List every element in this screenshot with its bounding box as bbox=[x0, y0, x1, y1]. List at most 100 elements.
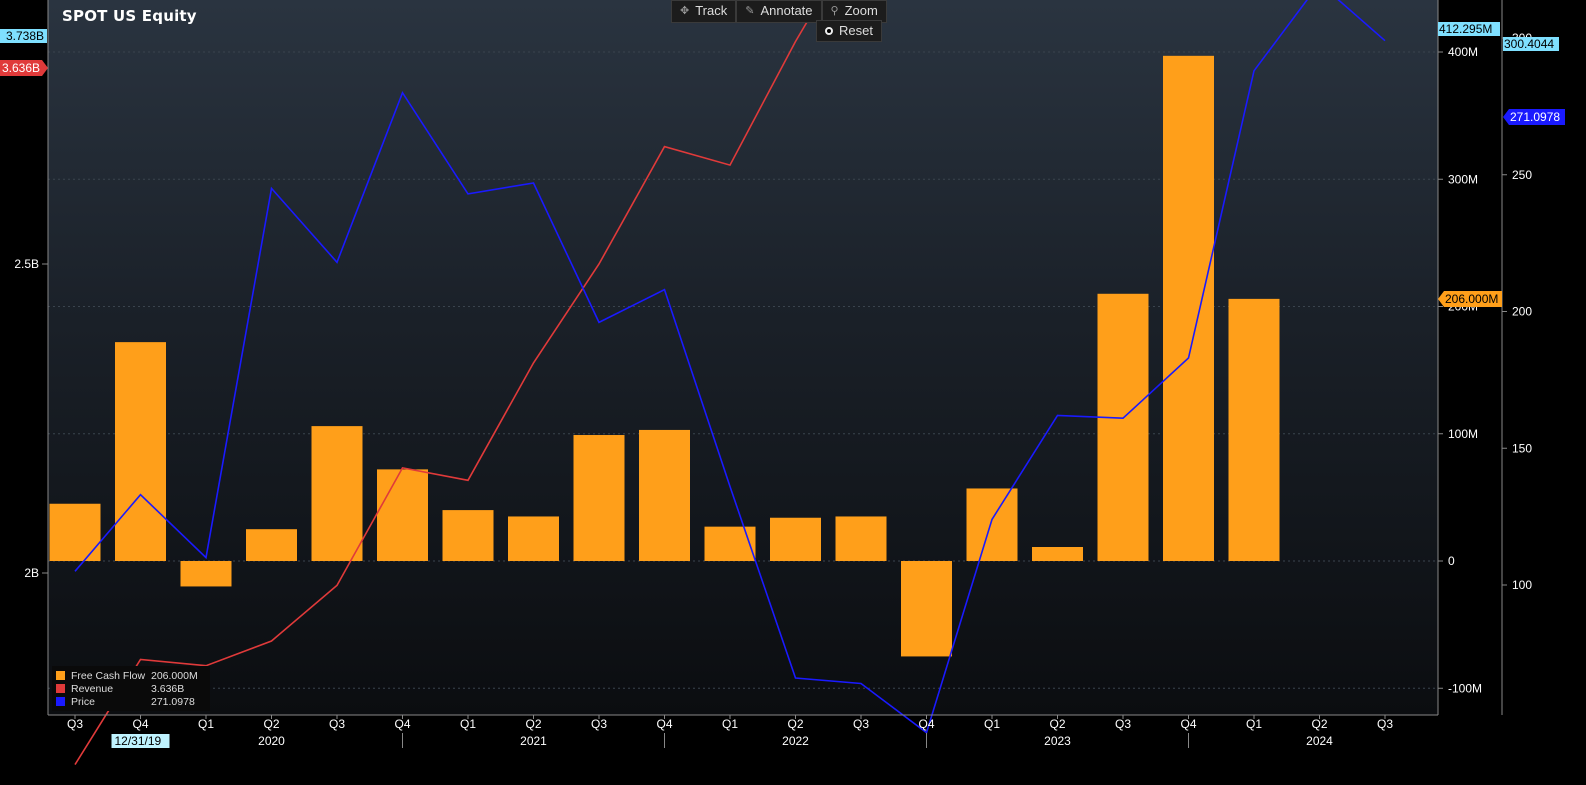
x-tick-label: Q1 bbox=[722, 717, 738, 731]
fcf-bar bbox=[115, 342, 166, 561]
radio-icon bbox=[825, 26, 833, 35]
x-tick-label: Q3 bbox=[67, 717, 83, 731]
x-tick-label: Q4 bbox=[132, 717, 148, 731]
price-line bbox=[74, 0, 1386, 735]
fcf-bar bbox=[311, 426, 363, 561]
x-tick-label: Q4 bbox=[918, 717, 934, 731]
legend-value: 3.636B bbox=[151, 682, 185, 695]
year-label: 2021 bbox=[520, 734, 547, 748]
fcf-bar bbox=[1097, 293, 1149, 561]
year-label: 2023 bbox=[1044, 734, 1071, 748]
revenue-callout bbox=[0, 60, 48, 76]
x-tick-label: Q1 bbox=[460, 717, 476, 731]
right-outer-tick-label: 250 bbox=[1512, 168, 1532, 182]
fcf-bar bbox=[246, 529, 297, 561]
legend-swatch-revenue bbox=[56, 684, 65, 693]
legend-swatch-fcf bbox=[56, 671, 65, 680]
fcf-bar bbox=[1032, 547, 1083, 561]
zoom-label: Zoom bbox=[844, 3, 878, 18]
fcf-callout-label: 206.000M bbox=[1445, 292, 1498, 306]
right-outer-tick-label: 100 bbox=[1512, 578, 1532, 592]
legend-label: Price bbox=[71, 695, 95, 708]
x-tick-label: Q2 bbox=[787, 717, 803, 731]
legend-item-revenue[interactable]: Revenue 3.636B bbox=[56, 682, 206, 695]
right-outer-top-callout bbox=[1503, 37, 1559, 51]
year-label: 2024 bbox=[1306, 734, 1333, 748]
x-tick-label: Q3 bbox=[1377, 717, 1393, 731]
legend-label: Free Cash Flow bbox=[71, 669, 146, 682]
year-label: 2020 bbox=[258, 734, 285, 748]
x-tick-label: Q4 bbox=[394, 717, 410, 731]
revenue-line bbox=[74, 0, 821, 766]
right-inner-tick-label: -100M bbox=[1448, 681, 1482, 695]
fcf-bar bbox=[1163, 55, 1214, 561]
right-inner-top-callout-label: 412.295M bbox=[1439, 22, 1492, 36]
price-callout-label: 271.0978 bbox=[1510, 110, 1560, 124]
legend-label: Revenue bbox=[71, 682, 114, 695]
x-tick-label: Q2 bbox=[1049, 717, 1065, 731]
fcf-bar bbox=[49, 503, 101, 561]
left-top-callout bbox=[0, 29, 47, 43]
fcf-bar bbox=[1228, 298, 1280, 561]
reset-label: Reset bbox=[839, 23, 873, 38]
fcf-bar bbox=[377, 469, 428, 561]
x-tick-label: Q3 bbox=[1115, 717, 1131, 731]
revenue-callout-label: 3.636B bbox=[2, 61, 40, 75]
x-tick-label: Q2 bbox=[1311, 717, 1327, 731]
track-button[interactable]: ✥ Track bbox=[671, 0, 737, 23]
reset-button[interactable]: Reset bbox=[816, 20, 882, 42]
annotate-label: Annotate bbox=[760, 3, 813, 18]
annotate-button[interactable]: ✎ Annotate bbox=[736, 0, 822, 23]
chart-toolbar: ✥ Track ✎ Annotate ⚲ Zoom bbox=[671, 0, 887, 23]
x-tick-label: Q2 bbox=[263, 717, 279, 731]
right-outer-tick-label: 150 bbox=[1512, 441, 1532, 455]
fcf-bar bbox=[508, 516, 559, 561]
x-tick-label: Q3 bbox=[591, 717, 607, 731]
x-tick-label: Q1 bbox=[198, 717, 214, 731]
year-label: 2022 bbox=[782, 734, 809, 748]
fcf-bar bbox=[639, 429, 690, 561]
fcf-bar bbox=[770, 517, 821, 561]
legend-swatch-price bbox=[56, 697, 65, 706]
left-top-callout-label: 3.738B bbox=[6, 29, 44, 43]
crosshair-icon: ✥ bbox=[680, 5, 690, 17]
fcf-callout bbox=[1438, 291, 1502, 307]
x-tick-label: Q4 bbox=[1180, 717, 1196, 731]
date-badge-label: 12/31/19 bbox=[115, 734, 162, 748]
right-inner-tick-label: 100M bbox=[1448, 427, 1478, 441]
date-badge bbox=[111, 734, 170, 748]
left-tick-label: 2B bbox=[24, 566, 39, 580]
legend-value: 271.0978 bbox=[151, 695, 195, 708]
right-outer-top-callout-label: 300.4044 bbox=[1504, 37, 1554, 51]
right-inner-tick-label: 0 bbox=[1448, 554, 1455, 568]
x-tick-label: Q3 bbox=[853, 717, 869, 731]
x-tick-label: Q1 bbox=[1246, 717, 1262, 731]
x-tick-label: Q2 bbox=[525, 717, 541, 731]
chart-title: SPOT US Equity bbox=[62, 7, 197, 25]
right-inner-tick-label: 400M bbox=[1448, 45, 1478, 59]
right-outer-tick-label: 200 bbox=[1512, 305, 1532, 319]
fcf-bar bbox=[901, 561, 952, 657]
fcf-bar bbox=[180, 561, 232, 587]
fcf-bar bbox=[442, 510, 494, 561]
chart-legend: Free Cash Flow 206.000M Revenue 3.636B P… bbox=[52, 666, 210, 711]
legend-item-price[interactable]: Price 271.0978 bbox=[56, 695, 206, 708]
x-tick-label: Q1 bbox=[984, 717, 1000, 731]
x-tick-label: Q3 bbox=[329, 717, 345, 731]
right-inner-top-callout bbox=[1438, 22, 1500, 36]
price-callout bbox=[1503, 109, 1565, 125]
zoom-button[interactable]: ⚲ Zoom bbox=[821, 0, 887, 23]
magnifier-icon: ⚲ bbox=[830, 5, 839, 17]
x-tick-label: Q4 bbox=[656, 717, 672, 731]
legend-value: 206.000M bbox=[151, 669, 198, 682]
left-tick-label: 2.5B bbox=[14, 257, 39, 271]
fcf-bar bbox=[704, 526, 756, 561]
legend-item-fcf[interactable]: Free Cash Flow 206.000M bbox=[56, 669, 206, 682]
fcf-bar bbox=[966, 488, 1018, 561]
track-label: Track bbox=[695, 3, 728, 18]
right-inner-tick-label: 300M bbox=[1448, 172, 1478, 186]
pencil-icon: ✎ bbox=[745, 5, 755, 17]
fcf-bar bbox=[835, 516, 887, 561]
fcf-bar bbox=[573, 435, 625, 561]
